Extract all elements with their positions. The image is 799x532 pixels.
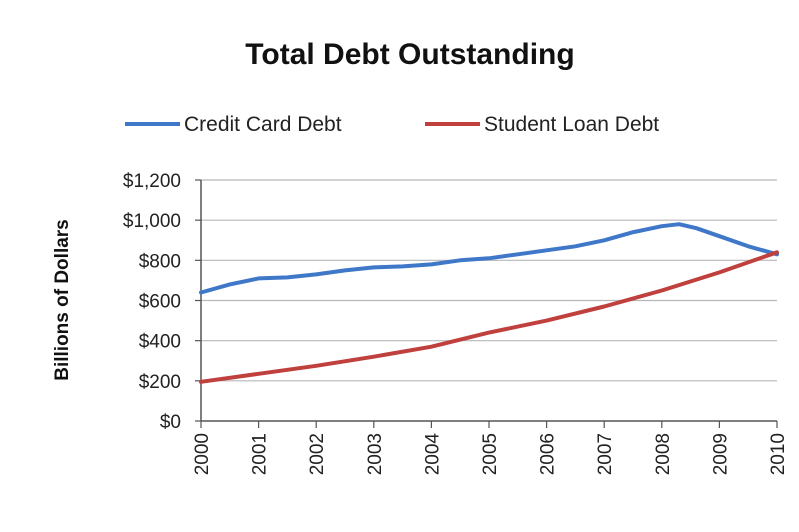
y-axis-label: Billions of Dollars — [52, 219, 73, 381]
legend-label-student-loan: Student Loan Debt — [484, 113, 659, 136]
x-tick-label: 2002 — [307, 433, 328, 475]
x-tick-label: 2000 — [192, 433, 213, 475]
x-tick-labels: 2000 2001 2002 2003 2004 2005 2006 2007 2008 2009… — [192, 421, 789, 475]
x-tick-label: 2005 — [480, 433, 501, 475]
x-tick-label: 2009 — [710, 433, 731, 475]
x-tick-label: 2007 — [595, 433, 616, 475]
y-tick-label: $200 — [139, 372, 181, 393]
x-tick-label: 2001 — [250, 433, 271, 475]
chart-title: Total Debt Outstanding — [245, 38, 574, 71]
y-tick-label: $400 — [139, 332, 181, 353]
series-lines — [199, 222, 779, 384]
legend-label-credit-card: Credit Card Debt — [184, 113, 342, 136]
y-tick-label: $1,200 — [123, 171, 181, 192]
y-tick-label: $600 — [139, 292, 181, 313]
y-tick-label: $1,000 — [123, 211, 181, 232]
y-tick-label: $800 — [139, 251, 181, 272]
x-tick-label: 2010 — [768, 433, 789, 475]
legend: Credit Card Debt Student Loan Debt — [125, 113, 659, 136]
y-tick-label: $0 — [160, 412, 181, 433]
y-tick-labels: $0 $200 $400 $600 $800 $1,000 $1,200 — [123, 171, 201, 433]
gridlines — [201, 179, 777, 382]
x-tick-label: 2003 — [365, 433, 386, 475]
series-line-student-loan-debt — [199, 250, 779, 384]
x-tick-label: 2006 — [538, 433, 559, 475]
series-line-credit-card-debt — [199, 222, 779, 295]
x-tick-label: 2004 — [422, 433, 443, 476]
x-tick-label: 2008 — [653, 433, 674, 475]
